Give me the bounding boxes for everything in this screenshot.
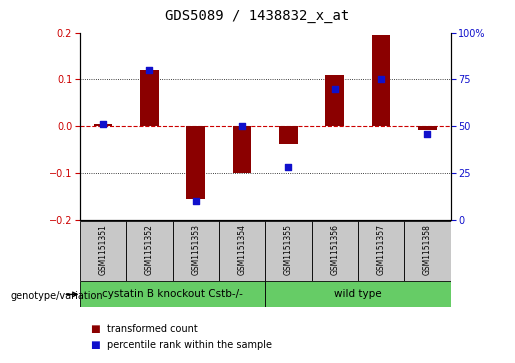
Text: GSM1151354: GSM1151354 [237, 224, 247, 276]
Point [377, 77, 385, 82]
Point [192, 198, 200, 204]
Text: GSM1151356: GSM1151356 [330, 224, 339, 276]
Bar [94, 124, 112, 126]
Text: cystatin B knockout Cstb-/-: cystatin B knockout Cstb-/- [102, 289, 243, 299]
Bar [279, 126, 298, 144]
Text: GSM1151351: GSM1151351 [98, 224, 108, 275]
Text: GSM1151355: GSM1151355 [284, 224, 293, 276]
Text: GSM1151357: GSM1151357 [376, 224, 386, 276]
Text: GSM1151353: GSM1151353 [191, 224, 200, 276]
Bar [80, 281, 265, 307]
Bar [140, 70, 159, 126]
Bar [358, 221, 404, 281]
Text: percentile rank within the sample: percentile rank within the sample [107, 340, 271, 350]
Bar [265, 281, 451, 307]
Bar [233, 126, 251, 173]
Bar [173, 221, 219, 281]
Text: ■: ■ [90, 340, 100, 350]
Bar [418, 126, 437, 130]
Text: genotype/variation: genotype/variation [10, 291, 103, 301]
Text: wild type: wild type [334, 289, 382, 299]
Bar [186, 126, 205, 199]
Point [331, 86, 339, 92]
Text: GDS5089 / 1438832_x_at: GDS5089 / 1438832_x_at [165, 9, 350, 23]
Text: transformed count: transformed count [107, 323, 197, 334]
Point [145, 67, 153, 73]
Bar [372, 35, 390, 126]
Point [99, 121, 107, 127]
Point [423, 131, 432, 136]
Bar [80, 221, 126, 281]
Point [284, 164, 293, 170]
Text: GSM1151352: GSM1151352 [145, 224, 154, 275]
Bar [325, 75, 344, 126]
Bar [404, 221, 451, 281]
Point [238, 123, 246, 129]
Text: ■: ■ [90, 323, 100, 334]
Text: GSM1151358: GSM1151358 [423, 224, 432, 275]
Bar [265, 221, 312, 281]
Bar [126, 221, 173, 281]
Bar [219, 221, 265, 281]
Bar [312, 221, 358, 281]
